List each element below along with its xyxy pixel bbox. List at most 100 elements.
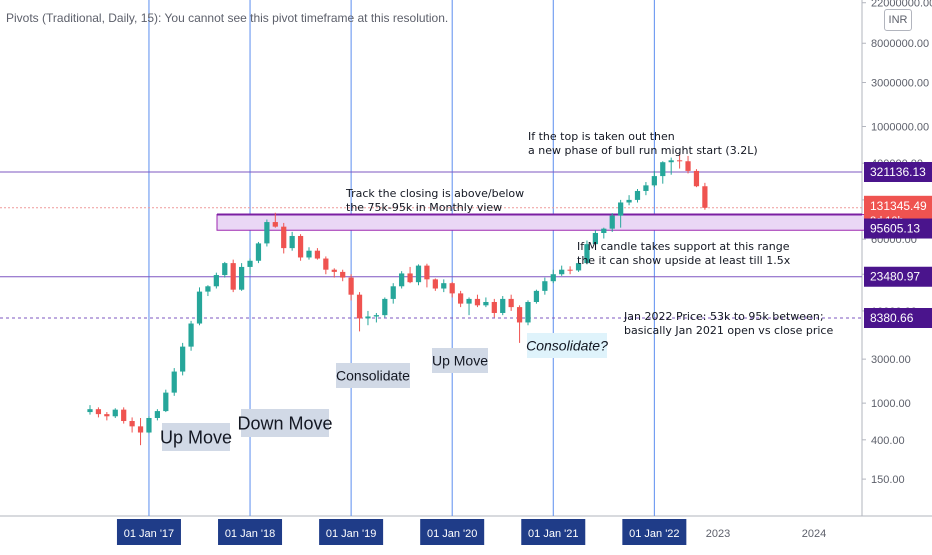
note-top-line1: If the top is taken out then (528, 130, 675, 143)
y-tick-label: 3000.00 (871, 354, 911, 366)
candle-body (255, 243, 262, 261)
candle-body (323, 258, 329, 270)
level-price-value: 8380.66 (870, 311, 914, 325)
y-tick-label: 1000.00 (871, 398, 911, 410)
candle-body (474, 298, 481, 306)
candle-body (702, 186, 708, 208)
candle-body (516, 307, 523, 323)
candle-body (584, 244, 590, 264)
candle-body (458, 293, 464, 304)
candle-body (592, 233, 598, 245)
candle-body (626, 199, 632, 203)
candle-body (121, 409, 127, 422)
last-price-value: 131345.49 (870, 199, 927, 213)
y-tick-label: 150.00 (871, 474, 905, 486)
candle-body (668, 160, 674, 163)
label-consolidate-1-box (336, 363, 410, 388)
label-consolidate-1: Consolidate (336, 368, 410, 384)
candle-body (533, 290, 540, 302)
candle-body (634, 190, 641, 200)
candle-body (407, 273, 413, 283)
candle-body (559, 269, 565, 275)
candle-body (575, 263, 582, 271)
candle-body (289, 235, 295, 249)
candle-body (373, 315, 379, 317)
candle-body (331, 269, 337, 272)
candle-body (382, 298, 388, 316)
level-price-tag (864, 162, 932, 182)
candle-body (525, 301, 531, 323)
note-top-line2: a new phase of bull run might start (3.2… (528, 144, 758, 157)
candle-body (491, 301, 497, 313)
candle-body (213, 275, 219, 287)
label-down-move: Down Move (237, 413, 332, 433)
label-consolidate-2: Consolidate? (526, 338, 608, 354)
y-tick-label: 22000000.00 (871, 0, 932, 10)
note-track-line1: Track the closing is above/below (345, 187, 524, 200)
candle-body (685, 161, 691, 171)
label-up-move-1: Up Move (160, 427, 232, 447)
level-price-value: 95605.13 (870, 222, 920, 236)
candle-body (643, 185, 649, 191)
candle-body (146, 417, 152, 433)
x-marker-tag (420, 519, 485, 545)
x-tick-label: 01 Jan '18 (225, 528, 275, 540)
candle-body (441, 283, 447, 289)
candle-body (239, 266, 245, 290)
candle-body (264, 222, 270, 244)
level-price-value: 321136.13 (870, 165, 926, 179)
x-marker-tag (319, 519, 384, 545)
candle-body (660, 162, 666, 177)
candle-body (112, 409, 118, 417)
candle-body (618, 202, 624, 216)
level-price-tag (864, 308, 932, 328)
x-tick-label: 01 Jan '21 (528, 528, 578, 540)
level-price-tag (864, 218, 932, 239)
candle-body (550, 274, 556, 282)
x-marker-tag (521, 519, 586, 545)
label-up-move-2-box (432, 348, 488, 373)
x-tick-label: 01 Jan '20 (427, 528, 477, 540)
label-up-move-1-box (162, 423, 230, 451)
note-track-line2: the 75k-95k in Monthly view (346, 201, 502, 214)
candle-body (449, 283, 455, 294)
x-marker-tag (116, 519, 181, 545)
candle-body (424, 265, 430, 280)
candle-body (297, 235, 304, 258)
x-tick-label: 01 Jan '17 (124, 528, 174, 540)
candle-body (466, 298, 472, 304)
x-marker-tag (218, 519, 283, 545)
candle-body (432, 279, 438, 289)
candle-body (390, 286, 396, 299)
candle-body (87, 409, 93, 413)
y-tick-label: 3000000.00 (871, 78, 929, 90)
note-jan-line2: basically Jan 2021 open vs close price (624, 324, 833, 337)
note-support-line1: If M candle takes support at this range (577, 240, 790, 253)
note-jan-line1: Jan 2022 Price: 53k to 95k between; (623, 310, 824, 323)
candle-body (609, 215, 615, 229)
label-consolidate-2-box (527, 333, 607, 358)
candle-body (205, 286, 211, 292)
candle-body (693, 170, 700, 187)
candle-body (677, 160, 683, 162)
currency-badge[interactable]: INR (884, 9, 912, 31)
candle-body (154, 411, 160, 418)
x-tick-label: 2023 (706, 528, 730, 540)
candle-body (542, 281, 548, 291)
x-marker-tag (622, 519, 687, 545)
candle-body (508, 298, 514, 308)
candle-body (222, 263, 228, 276)
candle-body (314, 250, 321, 259)
candle-body (415, 265, 422, 283)
candle-body (365, 316, 371, 319)
candle-body (306, 250, 312, 258)
candle-body (171, 371, 177, 393)
x-tick-label: 01 Jan '22 (629, 528, 679, 540)
candle-body (272, 222, 278, 227)
label-down-move-box (241, 409, 329, 437)
candle-body (163, 392, 169, 412)
label-up-move-2: Up Move (432, 353, 488, 369)
